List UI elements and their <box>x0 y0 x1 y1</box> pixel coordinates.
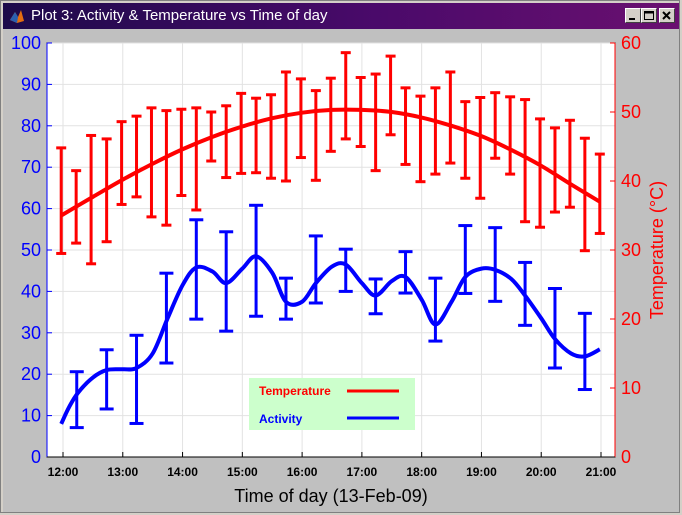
close-button[interactable] <box>659 8 675 23</box>
x-axis: 12:00 13:00 14:00 15:00 16:00 17:00 18:00 19:00… <box>47 452 617 479</box>
left-y-tick-label: 60 <box>21 199 41 219</box>
x-tick-label: 18:00 <box>406 465 437 479</box>
left-y-tick-label: 70 <box>21 157 41 177</box>
right-y-tick-label: 40 <box>621 171 641 191</box>
right-y-tick-label: 50 <box>621 102 641 122</box>
close-icon <box>662 11 671 20</box>
right-y-tick-label: 60 <box>621 33 641 53</box>
figure-canvas: 0 10 20 30 40 50 60 70 80 90 100 0 10 20 30 40 50 60 12:… <box>3 29 679 512</box>
left-y-tick-label: 30 <box>21 323 41 343</box>
legend-label-temperature: Temperature <box>259 384 331 398</box>
minimize-icon <box>629 18 635 20</box>
left-y-tick-label: 40 <box>21 281 41 301</box>
right-y-tick-label: 0 <box>621 447 631 467</box>
x-tick-label: 21:00 <box>586 465 617 479</box>
x-tick-label: 15:00 <box>227 465 258 479</box>
window-title: Plot 3: Activity & Temperature vs Time o… <box>31 7 328 24</box>
x-tick-label: 16:00 <box>287 465 318 479</box>
activity-trend-line <box>59 254 601 425</box>
x-axis-label: Time of day (13-Feb-09) <box>234 486 427 506</box>
right-y-tick-label: 10 <box>621 378 641 398</box>
x-tick-label: 19:00 <box>466 465 497 479</box>
x-tick-label: 12:00 <box>48 465 79 479</box>
matlab-icon <box>10 10 24 23</box>
dual-axis-chart: 0 10 20 30 40 50 60 70 80 90 100 0 10 20 30 40 50 60 12:… <box>11 33 667 506</box>
right-y-axis: 0 10 20 30 40 50 60 <box>610 33 641 467</box>
left-y-tick-label: 10 <box>21 406 41 426</box>
left-y-tick-label: 100 <box>11 33 41 53</box>
right-y-axis-label: Temperature (°C) <box>647 181 667 319</box>
left-y-tick-label: 0 <box>31 447 41 467</box>
x-tick-label: 17:00 <box>347 465 378 479</box>
maximize-icon <box>644 11 654 20</box>
legend: Temperature Activity <box>249 378 415 430</box>
minimize-button[interactable] <box>625 8 641 23</box>
left-y-tick-label: 90 <box>21 74 41 94</box>
left-y-tick-label: 50 <box>21 240 41 260</box>
left-y-tick-label: 20 <box>21 364 41 384</box>
left-y-tick-label: 80 <box>21 116 41 136</box>
maximize-button[interactable] <box>641 8 657 23</box>
x-tick-label: 13:00 <box>107 465 138 479</box>
legend-box <box>249 378 415 430</box>
legend-label-activity: Activity <box>259 412 303 426</box>
right-y-tick-label: 20 <box>621 309 641 329</box>
left-y-axis: 0 10 20 30 40 50 60 70 80 90 100 <box>11 33 52 467</box>
temperature-error-bars <box>56 51 605 266</box>
temperature-trend-line <box>60 107 601 218</box>
right-y-tick-label: 30 <box>621 240 641 260</box>
title-bar[interactable]: Plot 3: Activity & Temperature vs Time o… <box>3 3 679 29</box>
x-tick-label: 20:00 <box>526 465 557 479</box>
x-tick-label: 14:00 <box>167 465 198 479</box>
